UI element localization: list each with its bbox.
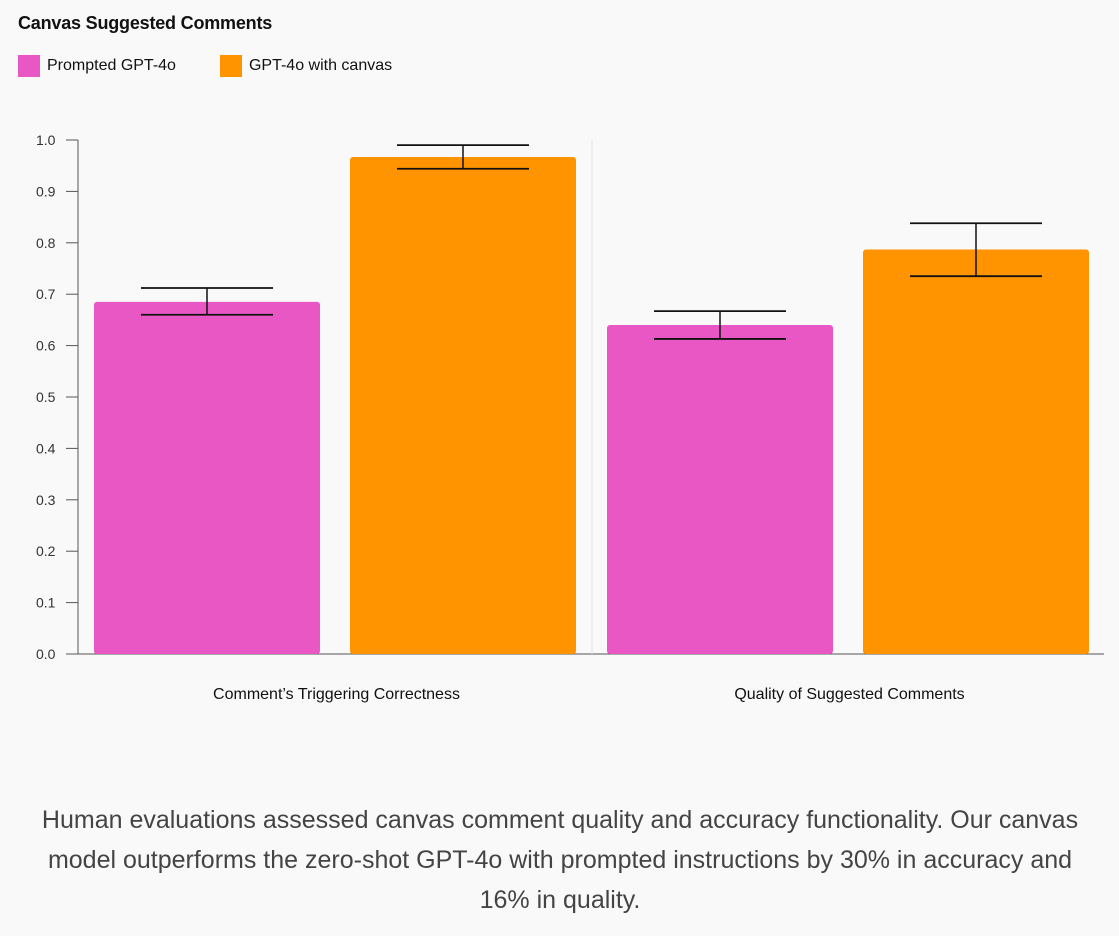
y-tick-label: 0.9 [36,183,56,199]
y-tick-label: 0.4 [36,440,56,456]
legend-item-prompted: Prompted GPT-4o [18,55,176,77]
legend-item-canvas: GPT-4o with canvas [219,55,393,77]
legend-label-canvas: GPT-4o with canvas [248,57,393,74]
legend: Prompted GPT-4o GPT-4o with canvas [18,55,436,77]
y-tick-label: 0.2 [36,543,56,559]
bar-0-0 [94,301,320,654]
bar-1-0 [350,156,576,654]
y-tick-label: 0.8 [36,235,56,251]
chart-title: Canvas Suggested Comments [18,13,273,33]
bar-chart: 0.0 0.1 0.2 0.3 0.4 0.5 0.6 0.7 0.8 0.9 1.0 Comment… [36,132,1104,703]
legend-label-prompted: Prompted GPT-4o [47,57,176,74]
bar-1-1 [863,249,1089,654]
y-tick-label: 1.0 [36,132,56,148]
x-category-label: Comment’s Triggering Correctness [213,686,460,703]
y-tick-label: 0.7 [36,286,56,302]
caption: Human evaluations assessed canvas commen… [41,806,1079,914]
y-tick-label: 0.5 [36,389,56,405]
y-tick-label: 0.6 [36,338,56,354]
legend-swatch-canvas [219,55,242,77]
legend-swatch-prompted [18,55,40,77]
bar-0-1 [607,325,833,654]
y-tick-label: 0.3 [36,492,56,508]
x-category-label: Quality of Suggested Comments [734,686,964,703]
y-tick-label: 0.0 [36,646,56,662]
y-tick-label: 0.1 [36,595,56,611]
